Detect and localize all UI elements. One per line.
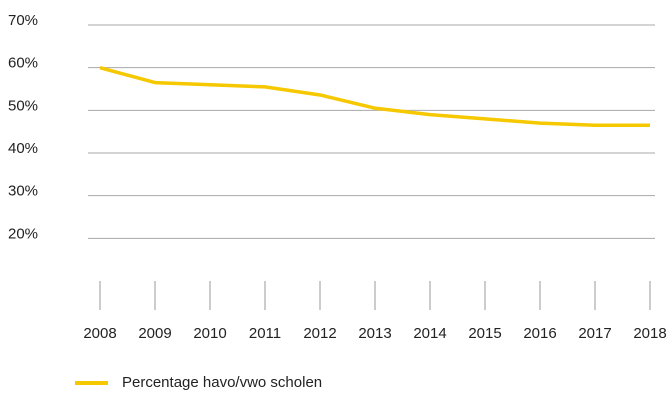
legend-label: Percentage havo/vwo scholen	[122, 374, 322, 391]
y-tick-label: 40%	[8, 140, 38, 157]
x-tick-label: 2015	[468, 325, 501, 342]
x-tick-label: 2018	[633, 325, 666, 342]
x-tick-label: 2011	[249, 325, 281, 342]
x-tick-label: 2016	[523, 325, 556, 342]
x-tick-label: 2017	[578, 325, 611, 342]
y-tick-label: 70%	[8, 12, 38, 29]
x-tick-label: 2010	[193, 325, 226, 342]
y-tick-label: 30%	[8, 183, 38, 200]
x-tick-label: 2013	[358, 325, 391, 342]
x-tick-label: 2014	[413, 325, 446, 342]
data-line	[99, 65, 650, 128]
x-tick-label: 2009	[138, 325, 171, 342]
y-tick-label: 20%	[8, 225, 38, 242]
x-tick-label: 2008	[83, 325, 116, 342]
y-tick-label: 60%	[8, 55, 38, 72]
y-tick-label: 50%	[8, 97, 38, 114]
x-tick-label: 2012	[303, 325, 336, 342]
